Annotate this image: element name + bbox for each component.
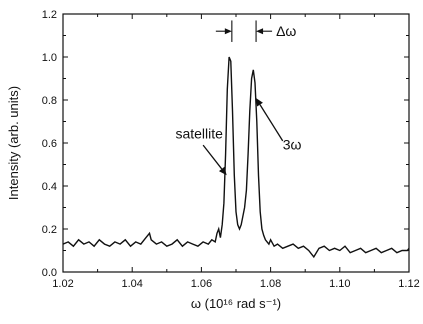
plot-border [62, 13, 410, 273]
y-tick-label: 1.0 [42, 52, 57, 64]
x-tick-label: 1.02 [52, 278, 73, 290]
plot-frame [62, 13, 410, 273]
x-axis-ticks: 1.02 1.04 1.06 1.08 1.10 1.12 [52, 14, 420, 290]
y-tick-label: 0.2 [42, 224, 57, 236]
third-harmonic-arrowhead [255, 97, 263, 107]
x-axis-label: ω (10¹⁶ rad s⁻¹) [191, 296, 281, 311]
y-axis-ticks: 0.0 0.2 0.4 0.6 0.8 1.0 1.2 [42, 9, 409, 279]
y-tick-label: 1.2 [42, 9, 57, 21]
annotations: satellite 3ω Δω [175, 20, 302, 176]
delta-omega-markers [215, 20, 273, 42]
y-axis-label: Intensity (arb. units) [6, 86, 21, 200]
delta-omega-annotation: Δω [276, 23, 296, 39]
y-tick-label: 0.4 [42, 181, 57, 193]
satellite-annotation: satellite [175, 126, 223, 142]
x-tick-label: 1.04 [121, 278, 142, 290]
x-tick-label: 1.12 [398, 278, 419, 290]
satellite-arrowhead [218, 166, 227, 176]
satellite-arrow [202, 144, 223, 170]
spectrum-line [62, 56, 410, 259]
third-harmonic-arrow [259, 104, 284, 142]
y-tick-label: 0.0 [42, 267, 57, 279]
third-harmonic-annotation: 3ω [283, 136, 302, 152]
y-tick-label: 0.6 [42, 138, 57, 150]
x-tick-label: 1.10 [329, 278, 350, 290]
x-tick-label: 1.08 [260, 278, 281, 290]
delta-omega-arrowhead-right [256, 28, 264, 35]
delta-omega-arrowhead-left [224, 28, 232, 35]
y-tick-label: 0.8 [42, 95, 57, 107]
x-tick-label: 1.06 [191, 278, 212, 290]
